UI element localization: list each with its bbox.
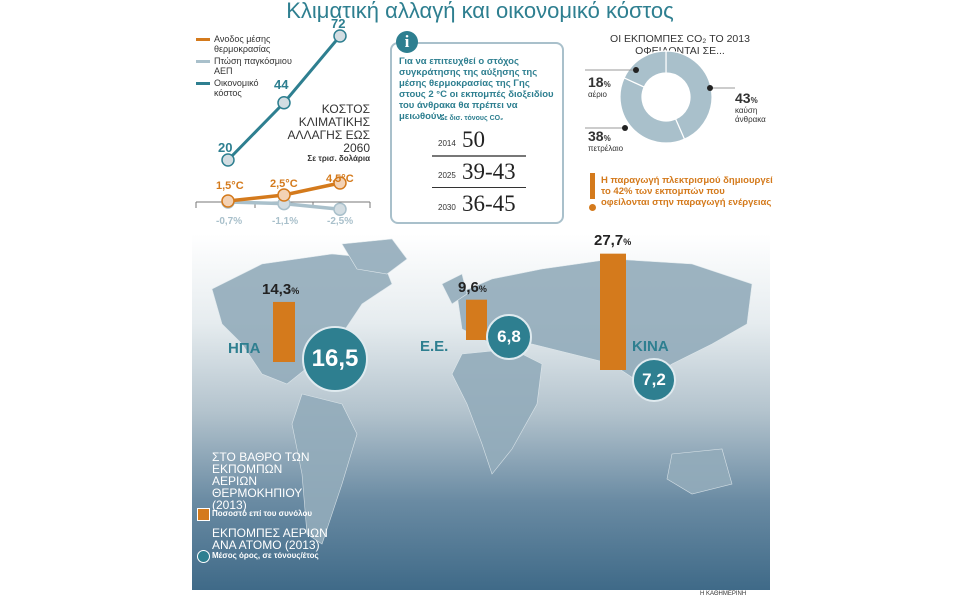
emission-value: 50 [462, 127, 485, 152]
cost-label: 44 [274, 77, 289, 92]
legend-gdp: Πτώση παγκόσμιου ΑΕΠ [196, 56, 294, 76]
exclamation-dot-icon [589, 204, 596, 211]
cost-point [277, 96, 291, 110]
usa-per-capita: 16,5 [302, 326, 368, 392]
legend-share-title: ΣΤΟ ΒΑΘΡΟ ΤΩΝ ΕΚΠΟΜΠΩΝ ΑΕΡΙΩΝ ΘΕΡΜΟΚΗΠΙΟ… [212, 450, 310, 512]
slice-gas-label: αέριο [588, 90, 607, 99]
year: 2014 [438, 139, 456, 148]
exclamation-icon [590, 173, 595, 199]
legend-pc-sub: Μέσος όρος, σε τόνους/έτος [212, 551, 319, 560]
china-share-label: 27,7% [594, 232, 632, 249]
divider [432, 187, 526, 188]
credit: Η ΚΑΘΗΜΕΡΙΝΗ [700, 591, 747, 597]
donut-slice [665, 50, 713, 140]
slice-coal-label: καύση άνθρακα [735, 106, 766, 124]
slice-oil-value: 38% [588, 128, 611, 144]
divider [432, 155, 526, 157]
cost-point [333, 29, 347, 43]
legend-cost: Οικονομικό κόστος [196, 78, 274, 98]
cost-line-chart [195, 29, 371, 216]
page-title: Κλιματική αλλαγή και οικονομικό κόστος [286, 0, 674, 23]
donut-note: Η παραγωγή πλεκτρισμού δημιουργεί το 42%… [601, 175, 773, 208]
year: 2030 [438, 203, 456, 212]
gdp-label: -2,5% [327, 216, 354, 227]
slice-gas-value: 18% [588, 74, 611, 90]
slice-coal-value: 43% [735, 90, 758, 106]
leader-dot [633, 67, 639, 73]
temp-label: 4,5°C [326, 173, 354, 185]
temperature-point [221, 194, 235, 208]
temperature-point [277, 188, 291, 202]
usa-share-label: 14,3% [262, 281, 300, 298]
info-text: Για να επιτευχθεί ο στόχος συγκράτησης τ… [399, 56, 554, 122]
year: 2025 [438, 171, 456, 180]
temperature-point [333, 176, 347, 190]
share-bar [273, 301, 295, 362]
legend-temperature: Ανοδος μέσης θερμοκρασίας [196, 34, 304, 54]
info-icon: i [396, 31, 418, 53]
cost-label: 72 [331, 16, 346, 31]
gdp-label: -0,7% [216, 216, 243, 227]
info-unit: Σε δισ. τόνους CO₂ [440, 115, 504, 122]
eu-share-label: 9,6% [458, 279, 487, 296]
emission-value: 39-43 [462, 159, 516, 184]
eu-per-capita: 6,8 [486, 314, 532, 360]
donut-slice [619, 77, 686, 144]
cost-label: 20 [218, 140, 233, 155]
share-bar [466, 299, 487, 340]
cost-point [221, 153, 235, 167]
donut-slice [623, 50, 667, 88]
eu-label: Ε.Ε. [420, 338, 449, 355]
legend-pc-title: ΕΚΠΟΜΠΕΣ ΑΕΡΙΩΝ ΑΝΑ ΑΤΟΜΟ (2013) [212, 526, 328, 552]
china-per-capita: 7,2 [632, 358, 676, 402]
gdp-point [333, 202, 347, 216]
legend-share-sub: Ποσοστό επί του συνόλου [212, 509, 313, 518]
legend-pc-swatch [197, 550, 210, 563]
usa-label: ΗΠΑ [228, 340, 261, 357]
donut-chart [585, 50, 735, 144]
info-box [390, 42, 564, 224]
share-bar [600, 253, 626, 370]
temp-label: 1,5°C [216, 180, 244, 192]
temp-label: 2,5°C [270, 178, 298, 190]
leader-dot [622, 125, 628, 131]
china-label: ΚΙΝΑ [632, 338, 669, 355]
leader-dot [707, 85, 713, 91]
slice-oil-label: πετρέλαιο [588, 144, 624, 153]
emission-value: 36-45 [462, 191, 516, 216]
legend-share-swatch [197, 508, 210, 521]
cost-heading: ΚΟΣΤΟΣ ΚΛΙΜΑΤΙΚΗΣ ΑΛΛΑΓΗΣ ΕΩΣ 2060 [287, 102, 370, 155]
cost-unit: Σε τρισ. δολάρια [307, 154, 370, 163]
gdp-label: -1,1% [272, 216, 299, 227]
